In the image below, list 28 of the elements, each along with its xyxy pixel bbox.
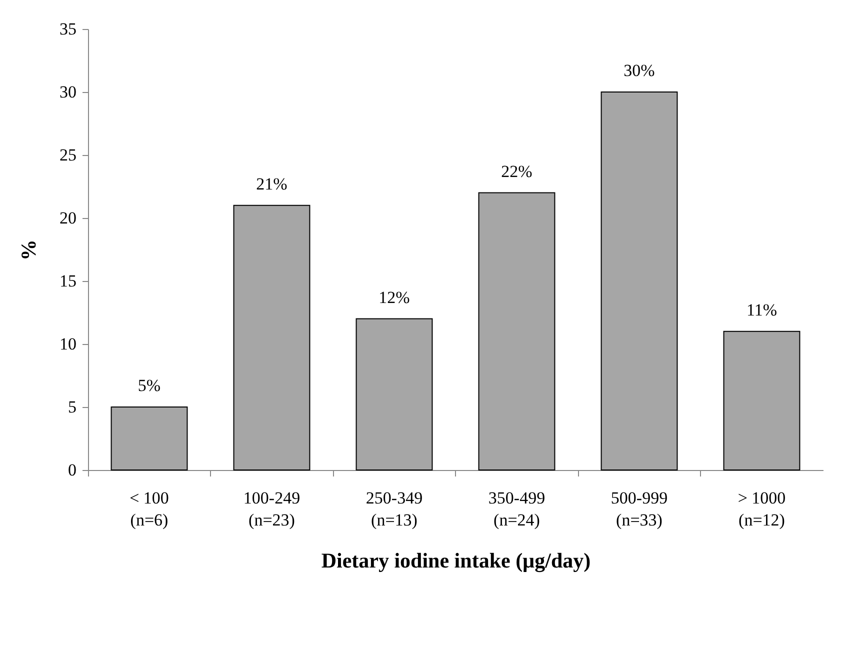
y-tick-label: 15 (60, 272, 76, 290)
bar (723, 330, 800, 470)
y-tick-label: 0 (68, 460, 76, 480)
data-label: 11% (746, 300, 778, 320)
bar (356, 318, 433, 470)
bar (110, 406, 188, 470)
x-tick-label: 100-249 (n=23) (243, 488, 300, 530)
x-tick-label: 500-999 (n=33) (610, 488, 668, 530)
data-label: 30% (624, 61, 655, 80)
x-tick-label: 350-499 (n=24) (488, 488, 546, 530)
data-label: 12% (378, 288, 410, 307)
bar (600, 92, 678, 470)
x-axis-title: Dietary iodine intake (µg/day) (321, 548, 591, 572)
bar (233, 204, 310, 470)
y-tick-label: 35 (60, 20, 76, 38)
x-tick-label: 250-349 (n=13) (366, 488, 423, 530)
x-tick-label: < 100 (n=6) (130, 488, 169, 530)
y-tick-label: 30 (60, 82, 76, 102)
data-label: 21% (256, 174, 288, 194)
x-tick-label: > 1000 (n=12) (738, 488, 786, 530)
y-tick-label: 25 (60, 146, 76, 164)
data-label: 22% (501, 162, 532, 181)
y-tick-label: 20 (60, 208, 76, 228)
y-tick-label: 10 (60, 334, 76, 354)
y-axis-title: % (16, 240, 40, 260)
bar (478, 192, 556, 470)
data-label: 5% (138, 376, 161, 395)
y-tick-label: 5 (68, 398, 76, 416)
